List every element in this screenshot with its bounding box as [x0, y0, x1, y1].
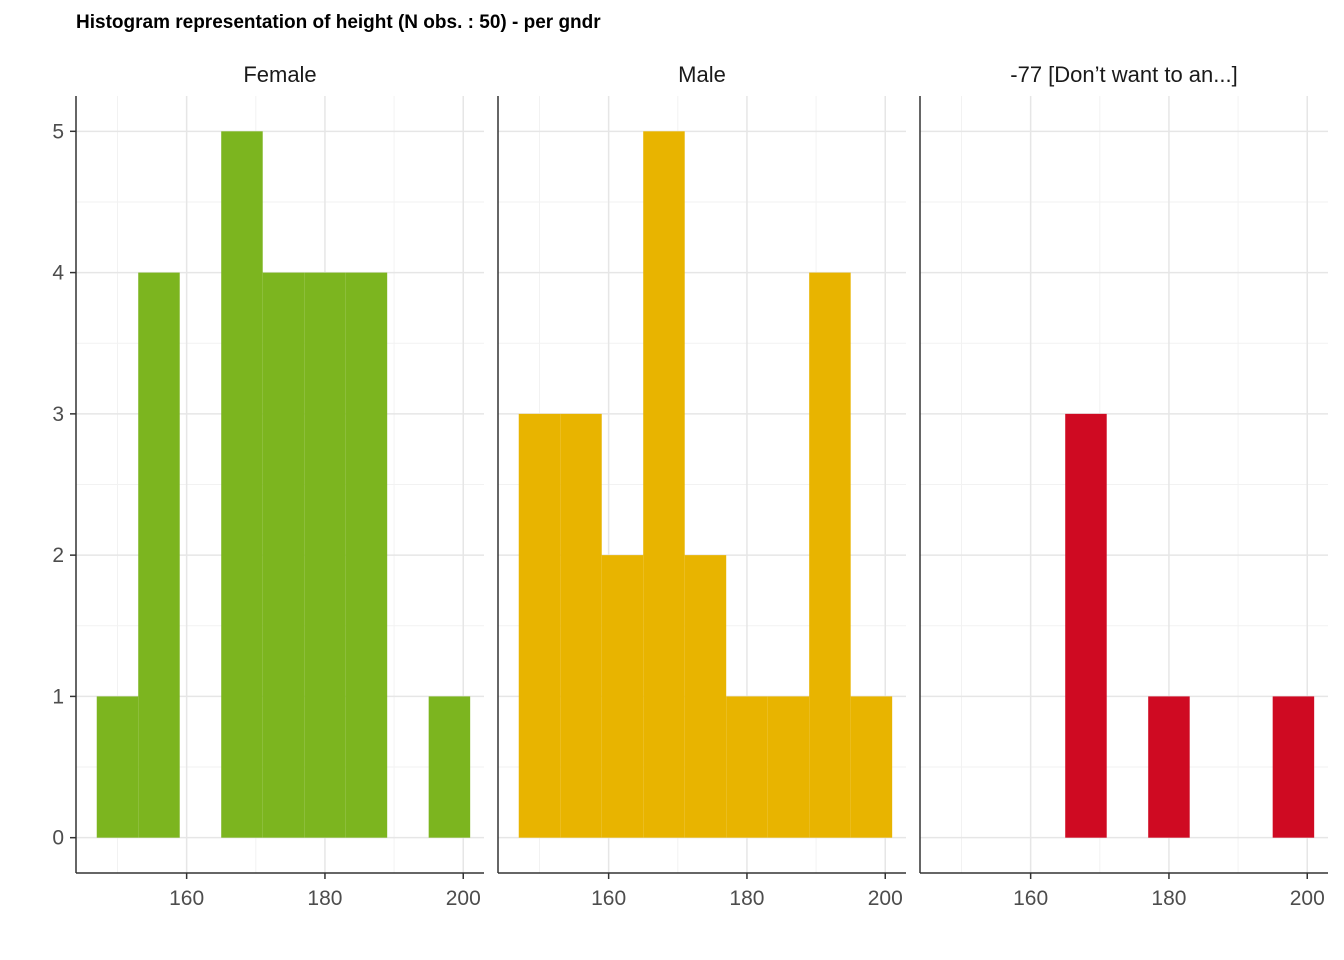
histogram-bar	[1065, 413, 1107, 838]
histogram-bar	[726, 696, 768, 838]
histogram-bar	[601, 555, 644, 838]
histogram-bar	[262, 272, 305, 838]
histogram-bar	[221, 131, 263, 838]
facet-label: Male	[678, 62, 726, 87]
facet-label: Female	[243, 62, 316, 87]
y-tick-label: 2	[52, 544, 64, 567]
y-tick-label: 4	[52, 262, 64, 285]
histogram-bar	[809, 272, 851, 838]
histogram-bar	[518, 413, 561, 838]
histogram-bar	[767, 696, 810, 838]
x-tick-label: 200	[868, 887, 903, 910]
y-tick-label: 1	[52, 685, 64, 708]
histogram-bar	[96, 696, 139, 838]
x-tick-label: 160	[1013, 887, 1048, 910]
histogram-bar	[1272, 696, 1315, 838]
chart-title: Histogram representation of height (N ob…	[76, 12, 601, 33]
x-tick-label: 180	[1151, 887, 1186, 910]
histogram-bar	[345, 272, 388, 838]
x-tick-label: 200	[446, 887, 481, 910]
histogram-bar	[304, 272, 346, 838]
histogram-bar	[643, 131, 685, 838]
x-tick-label: 160	[169, 887, 204, 910]
histogram-bar	[850, 696, 893, 838]
histogram-bar	[1148, 696, 1190, 838]
histogram-bar	[684, 555, 727, 838]
x-tick-label: 200	[1290, 887, 1325, 910]
x-tick-label: 180	[729, 887, 764, 910]
x-tick-label: 180	[307, 887, 342, 910]
y-tick-label: 0	[52, 827, 64, 850]
x-tick-label: 160	[591, 887, 626, 910]
facet-label: -77 [Don’t want to an...]	[1010, 62, 1237, 87]
y-tick-label: 3	[52, 403, 64, 426]
histogram-bar	[560, 413, 602, 838]
histogram-bar	[428, 696, 471, 838]
y-tick-label: 5	[52, 120, 64, 143]
histogram-bar	[138, 272, 180, 838]
